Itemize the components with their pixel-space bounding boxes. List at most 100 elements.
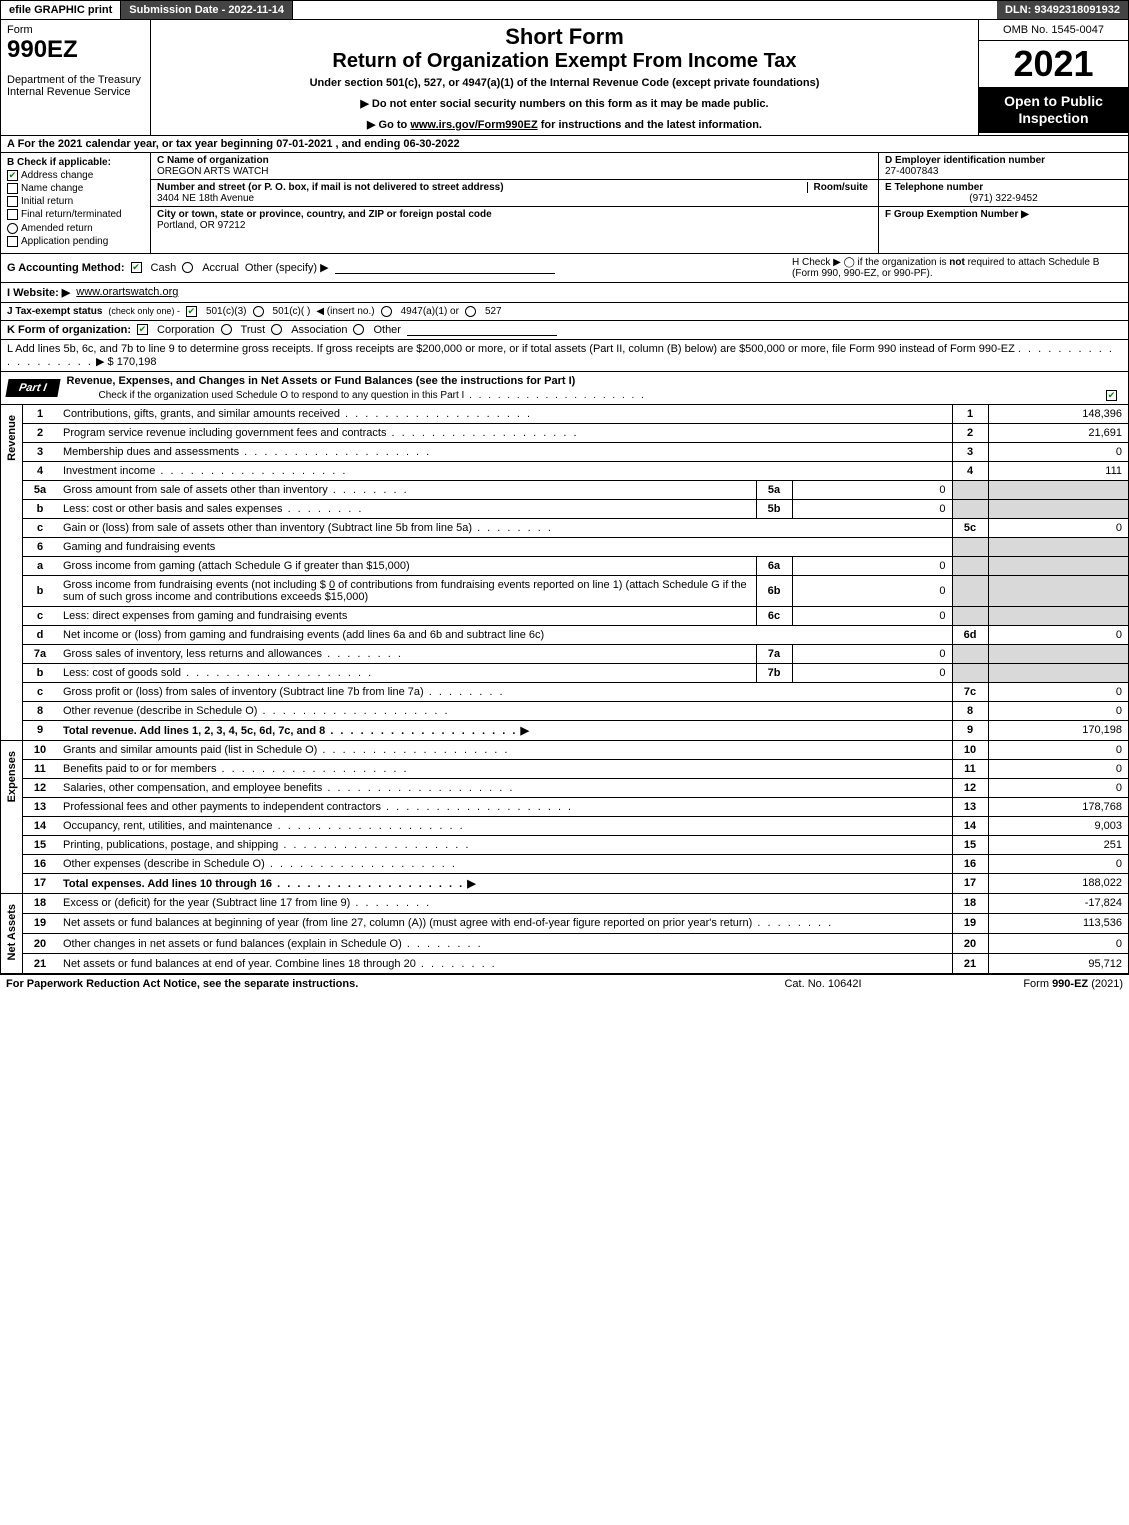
row-j-status: J Tax-exempt status (check only one) - 5…	[0, 303, 1129, 321]
part1-title: Revenue, Expenses, and Changes in Net As…	[59, 372, 1128, 390]
chk-amended-return[interactable]: Amended return	[7, 223, 144, 234]
line-11: 11 Benefits paid to or for members 11 0	[23, 759, 1128, 778]
chk-527[interactable]	[465, 306, 476, 317]
l-text: L Add lines 5b, 6c, and 7b to line 9 to …	[7, 343, 1015, 355]
form-number: 990EZ	[7, 36, 144, 64]
line-5a: 5a Gross amount from sale of assets othe…	[23, 480, 1128, 499]
chk-final-return[interactable]: Final return/terminated	[7, 209, 144, 220]
i-label: I Website: ▶	[7, 286, 70, 299]
chk-schedule-o[interactable]	[1106, 390, 1117, 401]
line-21: 21 Net assets or fund balances at end of…	[23, 954, 1128, 974]
row-g-h: G Accounting Method: Cash Accrual Other …	[0, 254, 1129, 283]
netassets-block: Net Assets 18 Excess or (deficit) for th…	[0, 894, 1129, 974]
d-ein: D Employer identification number 27-4007…	[879, 153, 1128, 180]
line-16: 16 Other expenses (describe in Schedule …	[23, 854, 1128, 873]
chk-cash[interactable]	[131, 262, 142, 273]
line-7b: b Less: cost of goods sold 7b 0	[23, 663, 1128, 682]
efile-graphic-print[interactable]: efile GRAPHIC print	[1, 1, 121, 19]
line-6: 6 Gaming and fundraising events	[23, 537, 1128, 556]
line-18: 18 Excess or (deficit) for the year (Sub…	[23, 894, 1128, 914]
revenue-label: Revenue	[1, 405, 23, 741]
chk-name-change[interactable]: Name change	[7, 183, 144, 194]
accrual-label: Accrual	[202, 262, 239, 274]
line-5c: c Gain or (loss) from sale of assets oth…	[23, 518, 1128, 537]
line-1: 1 Contributions, gifts, grants, and simi…	[23, 405, 1128, 424]
block-bcdef: B Check if applicable: Address change Na…	[0, 153, 1129, 254]
row-k-org: K Form of organization: Corporation Trus…	[0, 321, 1129, 340]
opt-corp: Corporation	[157, 324, 214, 336]
expenses-block: Expenses 10 Grants and similar amounts p…	[0, 741, 1129, 894]
form-header: Form 990EZ Department of the Treasury In…	[0, 20, 1129, 136]
chk-trust[interactable]	[221, 324, 232, 335]
g-label: G Accounting Method:	[7, 262, 125, 274]
line-15: 15 Printing, publications, postage, and …	[23, 835, 1128, 854]
other-specify-line[interactable]	[335, 262, 555, 274]
ein-value: 27-4007843	[885, 166, 938, 177]
other-label: Other (specify) ▶	[245, 261, 329, 274]
chk-501c[interactable]	[253, 306, 264, 317]
column-b: B Check if applicable: Address change Na…	[1, 153, 151, 253]
opt-501c3: 501(c)(3)	[206, 306, 247, 317]
city-value: Portland, OR 97212	[157, 220, 245, 231]
opt-501c: 501(c)( )	[273, 306, 311, 317]
line-6a: a Gross income from gaming (attach Sched…	[23, 556, 1128, 575]
ssn-note: ▶ Do not enter social security numbers o…	[161, 97, 968, 110]
c-name-label: C Name of organization	[157, 155, 269, 166]
submission-date: Submission Date - 2022-11-14	[121, 1, 293, 19]
tax-year: 2021	[979, 41, 1128, 87]
chk-corp[interactable]	[137, 324, 148, 335]
chk-501c3[interactable]	[186, 306, 197, 317]
chk-4947a1[interactable]	[381, 306, 392, 317]
omb-number: OMB No. 1545-0047	[979, 20, 1128, 41]
chk-application-pending[interactable]: Application pending	[7, 236, 144, 247]
chk-assoc[interactable]	[271, 324, 282, 335]
line-7a: 7a Gross sales of inventory, less return…	[23, 644, 1128, 663]
department: Department of the Treasury Internal Reve…	[7, 74, 144, 98]
line-3: 3 Membership dues and assessments 3 0	[23, 442, 1128, 461]
line-14: 14 Occupancy, rent, utilities, and maint…	[23, 816, 1128, 835]
j-label: J Tax-exempt status	[7, 306, 102, 317]
expenses-label: Expenses	[1, 741, 23, 894]
form-ref: Form 990-EZ (2021)	[923, 978, 1123, 990]
b-header: B Check if applicable:	[7, 157, 144, 168]
paperwork-notice: For Paperwork Reduction Act Notice, see …	[6, 978, 723, 990]
irs-link[interactable]: www.irs.gov/Form990EZ	[410, 119, 537, 131]
goto-note: ▶ Go to www.irs.gov/Form990EZ for instru…	[161, 118, 968, 131]
phone-value: (971) 322-9452	[885, 193, 1122, 204]
netassets-label: Net Assets	[1, 894, 23, 974]
column-def: D Employer identification number 27-4007…	[878, 153, 1128, 253]
e-phone: E Telephone number (971) 322-9452	[879, 180, 1128, 207]
org-name: OREGON ARTS WATCH	[157, 166, 269, 177]
topbar-spacer	[293, 1, 997, 19]
main-title: Return of Organization Exempt From Incom…	[161, 50, 968, 73]
header-left: Form 990EZ Department of the Treasury In…	[1, 20, 151, 135]
line-19: 19 Net assets or fund balances at beginn…	[23, 913, 1128, 933]
website-value[interactable]: www.orartswatch.org	[76, 286, 178, 298]
k-label: K Form of organization:	[7, 324, 131, 336]
top-bar: efile GRAPHIC print Submission Date - 20…	[0, 0, 1129, 20]
row-a-taxyear: A For the 2021 calendar year, or tax yea…	[0, 136, 1129, 153]
line-8: 8 Other revenue (describe in Schedule O)…	[23, 701, 1128, 720]
street-label: Number and street (or P. O. box, if mail…	[157, 182, 803, 193]
line-10: 10 Grants and similar amounts paid (list…	[23, 741, 1128, 760]
l-amt: 170,198	[117, 356, 157, 368]
opt-4947a1: 4947(a)(1) or	[401, 306, 459, 317]
line-2: 2 Program service revenue including gove…	[23, 423, 1128, 442]
chk-other-org[interactable]	[353, 324, 364, 335]
opt-insert-no: ◀ (insert no.)	[316, 306, 374, 317]
page-footer: For Paperwork Reduction Act Notice, see …	[0, 974, 1129, 993]
chk-accrual[interactable]	[182, 262, 193, 273]
room-label: Room/suite	[807, 182, 868, 193]
chk-address-change[interactable]: Address change	[7, 170, 144, 181]
part1-header: Part I Revenue, Expenses, and Changes in…	[0, 372, 1129, 405]
j-small: (check only one) -	[108, 306, 180, 316]
expenses-table: 10 Grants and similar amounts paid (list…	[23, 741, 1128, 894]
other-org-line[interactable]	[407, 324, 557, 336]
netassets-table: 18 Excess or (deficit) for the year (Sub…	[23, 894, 1128, 974]
line-4: 4 Investment income 4 111	[23, 461, 1128, 480]
line-13: 13 Professional fees and other payments …	[23, 797, 1128, 816]
line-6b: b Gross income from fundraising events (…	[23, 575, 1128, 606]
h-text: H Check ▶ ◯ if the organization is not r…	[792, 257, 1122, 279]
chk-initial-return[interactable]: Initial return	[7, 196, 144, 207]
revenue-table: 1 Contributions, gifts, grants, and simi…	[23, 405, 1128, 741]
